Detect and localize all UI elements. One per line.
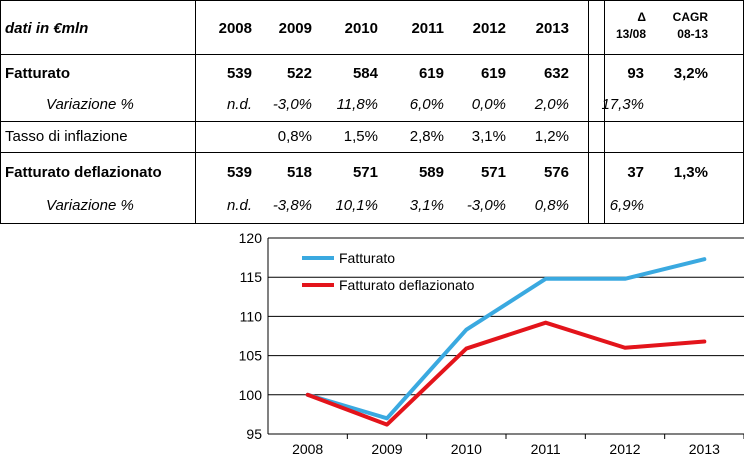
table-cell: 584: [352, 65, 378, 82]
table-cell: 11,8%: [336, 96, 378, 113]
table-cell: 3,1%: [409, 197, 444, 214]
delta-cell: 17,3%: [601, 96, 644, 113]
delta-cell: 37: [627, 164, 644, 181]
row-label: Variazione %: [46, 96, 134, 113]
legend-label: Fatturato deflazionato: [339, 277, 475, 293]
table-cell: 10,1%: [335, 197, 378, 214]
header-delta-period: 13/08: [615, 27, 646, 41]
cagr-cell: 3,2%: [673, 65, 708, 82]
y-tick-label: 115: [240, 269, 263, 285]
table-cell: 518: [286, 164, 312, 181]
column-divider: [588, 0, 589, 224]
header-label: dati in €mln: [5, 20, 89, 37]
table-cell: 0,0%: [471, 96, 506, 113]
table-cell: 2,8%: [409, 128, 444, 145]
series-line-fatturato: [305, 257, 707, 421]
table-cell: 632: [543, 65, 569, 82]
data-table: dati in €mln 2008 2009 2010 2011 2012 20…: [0, 0, 744, 224]
table-cell: 539: [226, 164, 252, 181]
header-year: 2008: [218, 20, 252, 37]
table-cell: 619: [480, 65, 506, 82]
table-cell: 576: [543, 164, 569, 181]
header-year: 2009: [278, 20, 312, 37]
table-cell: 522: [286, 65, 312, 82]
header-year: 2010: [344, 20, 378, 37]
table-border-top: [0, 0, 744, 1]
delta-cell: 6,9%: [609, 197, 644, 214]
row-divider: [0, 152, 744, 153]
delta-cell: 93: [627, 65, 644, 82]
y-tick-label: 120: [239, 230, 263, 246]
table-cell: -3,8%: [272, 197, 312, 214]
table-cell: -3,0%: [466, 197, 506, 214]
y-tick-label: 105: [239, 348, 263, 364]
table-cell: n.d.: [226, 96, 252, 113]
row-label: Fatturato: [5, 65, 70, 82]
header-year: 2012: [472, 20, 506, 37]
cagr-cell: 1,3%: [673, 164, 708, 181]
table-cell: 1,5%: [343, 128, 378, 145]
header-year: 2011: [411, 20, 444, 37]
row-label: Tasso di inflazione: [5, 128, 128, 145]
row-label: Variazione %: [46, 197, 134, 214]
x-tick-label: 2011: [531, 441, 561, 457]
y-tick-label: 100: [239, 387, 263, 403]
column-divider: [604, 0, 605, 224]
row-divider: [0, 54, 744, 55]
table-cell: 3,1%: [471, 128, 506, 145]
table-cell: 0,8%: [534, 197, 569, 214]
header-year: 2013: [535, 20, 569, 37]
table-cell: 589: [418, 164, 444, 181]
series-line-fatturato-deflazionato: [305, 320, 707, 427]
row-label: Fatturato deflazionato: [5, 164, 162, 181]
table-cell: 2,0%: [534, 96, 569, 113]
x-tick-label: 2010: [451, 441, 482, 457]
row-divider: [0, 121, 744, 122]
table-cell: 6,0%: [409, 96, 444, 113]
header-cagr: CAGR: [672, 10, 708, 24]
x-tick-label: 2012: [609, 441, 640, 457]
table-cell: 539: [226, 65, 252, 82]
table-cell: -3,0%: [272, 96, 312, 113]
x-tick-label: 2009: [371, 441, 402, 457]
y-tick-label: 95: [246, 426, 262, 442]
table-cell: 571: [352, 164, 378, 181]
table-border-bottom: [0, 223, 744, 224]
header-cagr-period: 08-13: [677, 27, 708, 41]
legend-label: Fatturato: [339, 250, 395, 266]
table-cell: 0,8%: [277, 128, 312, 145]
table-border-left: [0, 0, 1, 224]
header-delta: Δ: [637, 10, 646, 24]
y-tick-label: 110: [240, 308, 263, 324]
table-cell: 1,2%: [534, 128, 569, 145]
x-tick-label: 2013: [689, 441, 720, 457]
table-cell: n.d.: [226, 197, 252, 214]
column-divider: [195, 0, 196, 224]
table-cell: 571: [480, 164, 506, 181]
table-cell: 619: [418, 65, 444, 82]
x-tick-label: 2008: [292, 441, 323, 457]
